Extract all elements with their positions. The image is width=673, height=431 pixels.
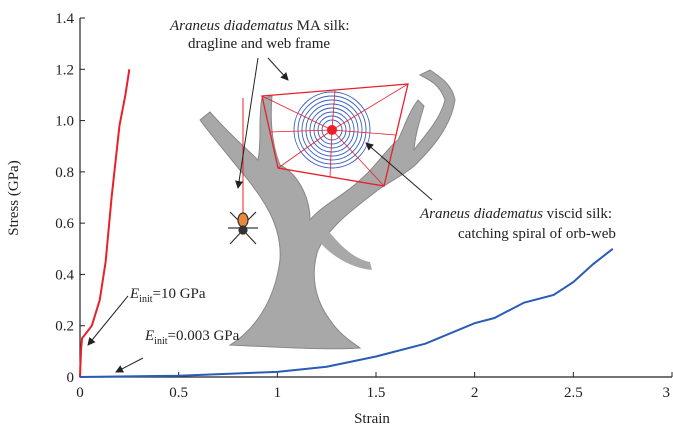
y-tick-label: 0.8 (55, 165, 74, 181)
annotation-text: =10 GPa (153, 286, 206, 302)
annotation-text: E (129, 286, 139, 302)
y-tick-label: 0 (67, 370, 75, 386)
annotation: Araneus diadematus viscid silk: (419, 206, 612, 222)
annotation-text: MA silk: (293, 18, 350, 34)
tree (200, 70, 455, 349)
y-tick-label: 0.6 (55, 216, 74, 232)
data-line (80, 69, 129, 377)
annotation-text: E (144, 328, 154, 344)
x-tick-label: 0.5 (169, 385, 188, 401)
x-tick-label: 1 (274, 385, 282, 401)
y-tick-label: 0.2 (55, 319, 74, 335)
annotation: Einit=10 GPa (129, 286, 206, 305)
annotation-subscript: init (139, 294, 153, 305)
annotation-italic: Araneus diadematus (419, 206, 543, 222)
chart: Araneus diadematus MA silk: dragline and… (0, 0, 673, 431)
axes (80, 18, 672, 377)
annotation: catching spiral of orb-web (458, 226, 616, 242)
y-axis-label: Stress (GPa) (6, 160, 22, 235)
illustration (88, 58, 455, 372)
x-tick-label: 0 (76, 385, 84, 401)
y-tick-label: 1.2 (55, 62, 74, 78)
x-tick-label: 1.5 (367, 385, 386, 401)
annotation-text: =0.003 GPa (168, 328, 240, 344)
annotation-italic: Araneus diadematus (169, 18, 293, 34)
x-axis-label: Strain (354, 411, 390, 427)
annotation: Einit=0.003 GPa (144, 328, 240, 347)
x-tick-label: 3 (663, 385, 671, 401)
x-tick-label: 2 (471, 385, 479, 401)
y-tick-label: 1.0 (55, 114, 74, 130)
x-tick-label: 2.5 (564, 385, 583, 401)
annotation-text: viscid silk: (543, 206, 612, 222)
annotation: Araneus diadematus MA silk: (169, 18, 350, 34)
data-line (80, 249, 613, 377)
y-tick-label: 1.4 (55, 11, 74, 27)
annotation-subscript: init (154, 336, 168, 347)
annotation: dragline and web frame (188, 36, 330, 52)
y-tick-label: 0.4 (55, 267, 74, 283)
spider (228, 212, 258, 244)
